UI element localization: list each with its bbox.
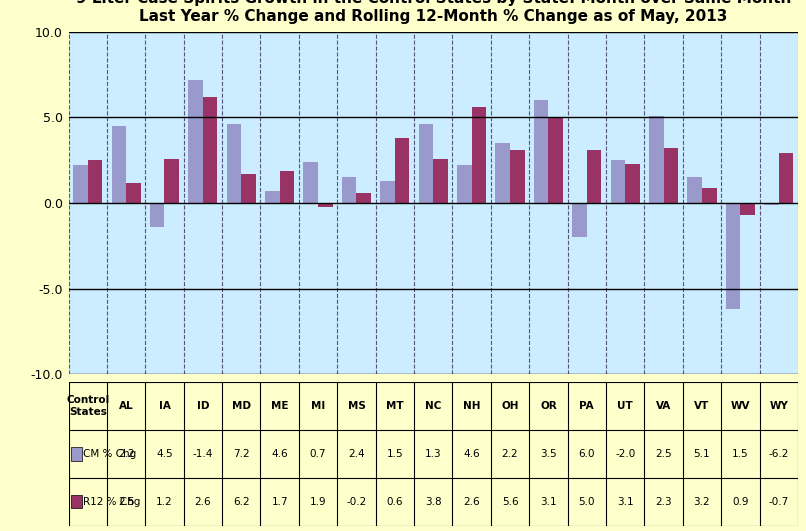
Text: NH: NH <box>463 401 480 411</box>
Text: Control
States: Control States <box>66 396 110 417</box>
Bar <box>688 177 702 203</box>
Text: 7.2: 7.2 <box>233 449 250 459</box>
Bar <box>395 138 409 203</box>
Bar <box>510 150 525 203</box>
Bar <box>725 203 741 309</box>
Bar <box>611 160 625 203</box>
Text: -2.0: -2.0 <box>615 449 635 459</box>
Bar <box>126 183 141 203</box>
Bar <box>111 126 126 203</box>
Bar <box>649 116 663 203</box>
Text: 2.2: 2.2 <box>501 449 518 459</box>
Bar <box>203 97 218 203</box>
Bar <box>71 447 81 461</box>
Text: WV: WV <box>730 401 750 411</box>
Text: 3.8: 3.8 <box>425 497 442 507</box>
Bar <box>587 150 601 203</box>
Title: 9 Liter Case Spirits Growth in the Control States by State: Month over Same Mont: 9 Liter Case Spirits Growth in the Contr… <box>76 0 791 24</box>
Text: R12 % Chg: R12 % Chg <box>83 497 140 507</box>
Text: 1.3: 1.3 <box>425 449 442 459</box>
Bar <box>548 117 563 203</box>
Text: 2.6: 2.6 <box>463 497 480 507</box>
Bar <box>534 100 548 203</box>
Bar <box>304 162 318 203</box>
Bar <box>663 148 678 203</box>
Bar <box>472 107 486 203</box>
Text: VA: VA <box>656 401 671 411</box>
Text: 5.0: 5.0 <box>579 497 595 507</box>
Text: MI: MI <box>311 401 325 411</box>
Text: IA: IA <box>159 401 170 411</box>
Text: OH: OH <box>501 401 519 411</box>
Text: MS: MS <box>347 401 365 411</box>
Text: -1.4: -1.4 <box>193 449 213 459</box>
Bar <box>280 170 294 203</box>
Text: OR: OR <box>540 401 557 411</box>
Text: 5.1: 5.1 <box>694 449 710 459</box>
Text: WY: WY <box>769 401 788 411</box>
Text: 6.2: 6.2 <box>233 497 250 507</box>
Text: VT: VT <box>694 401 709 411</box>
Text: ME: ME <box>271 401 289 411</box>
Text: 6.0: 6.0 <box>579 449 595 459</box>
Bar <box>356 193 371 203</box>
Text: 1.2: 1.2 <box>156 497 172 507</box>
Text: ID: ID <box>197 401 209 411</box>
Text: 3.1: 3.1 <box>540 497 557 507</box>
Bar <box>265 191 280 203</box>
Text: -0.7: -0.7 <box>769 497 789 507</box>
Bar <box>164 159 179 203</box>
Text: -0.2: -0.2 <box>347 497 367 507</box>
Bar <box>241 174 256 203</box>
Bar <box>418 124 434 203</box>
Text: 2.2: 2.2 <box>118 449 135 459</box>
Bar <box>380 181 395 203</box>
Text: 4.5: 4.5 <box>156 449 172 459</box>
Bar <box>572 203 587 237</box>
Bar <box>764 203 779 205</box>
Text: 0.6: 0.6 <box>387 497 403 507</box>
Text: 4.6: 4.6 <box>272 449 288 459</box>
Text: AL: AL <box>118 401 134 411</box>
Text: PA: PA <box>580 401 594 411</box>
Text: 2.3: 2.3 <box>655 497 672 507</box>
Text: 3.2: 3.2 <box>694 497 710 507</box>
Bar <box>150 203 164 227</box>
Text: 4.6: 4.6 <box>463 449 480 459</box>
Text: -6.2: -6.2 <box>769 449 789 459</box>
Text: UT: UT <box>617 401 633 411</box>
Text: 2.4: 2.4 <box>348 449 365 459</box>
Text: 1.5: 1.5 <box>387 449 403 459</box>
Text: 3.5: 3.5 <box>540 449 557 459</box>
Bar <box>226 124 241 203</box>
Bar <box>71 495 81 509</box>
Bar <box>741 203 755 215</box>
Bar <box>189 80 203 203</box>
Bar <box>434 159 448 203</box>
Bar <box>318 203 333 207</box>
Text: 2.6: 2.6 <box>194 497 211 507</box>
Bar <box>342 177 356 203</box>
Text: 2.5: 2.5 <box>118 497 135 507</box>
Text: 5.6: 5.6 <box>501 497 518 507</box>
Text: 1.5: 1.5 <box>732 449 749 459</box>
Text: CM % Chg: CM % Chg <box>83 449 136 459</box>
Text: 0.9: 0.9 <box>732 497 749 507</box>
Text: MT: MT <box>386 401 404 411</box>
Text: MD: MD <box>232 401 251 411</box>
Bar <box>457 166 472 203</box>
Bar <box>73 166 88 203</box>
Text: 2.5: 2.5 <box>655 449 672 459</box>
Bar <box>496 143 510 203</box>
Text: 0.7: 0.7 <box>310 449 326 459</box>
Bar <box>88 160 102 203</box>
Text: NC: NC <box>425 401 442 411</box>
Text: 3.1: 3.1 <box>617 497 634 507</box>
Bar <box>702 187 717 203</box>
Bar <box>625 164 640 203</box>
Text: 1.7: 1.7 <box>272 497 288 507</box>
Text: 1.9: 1.9 <box>310 497 326 507</box>
Bar <box>779 153 793 203</box>
